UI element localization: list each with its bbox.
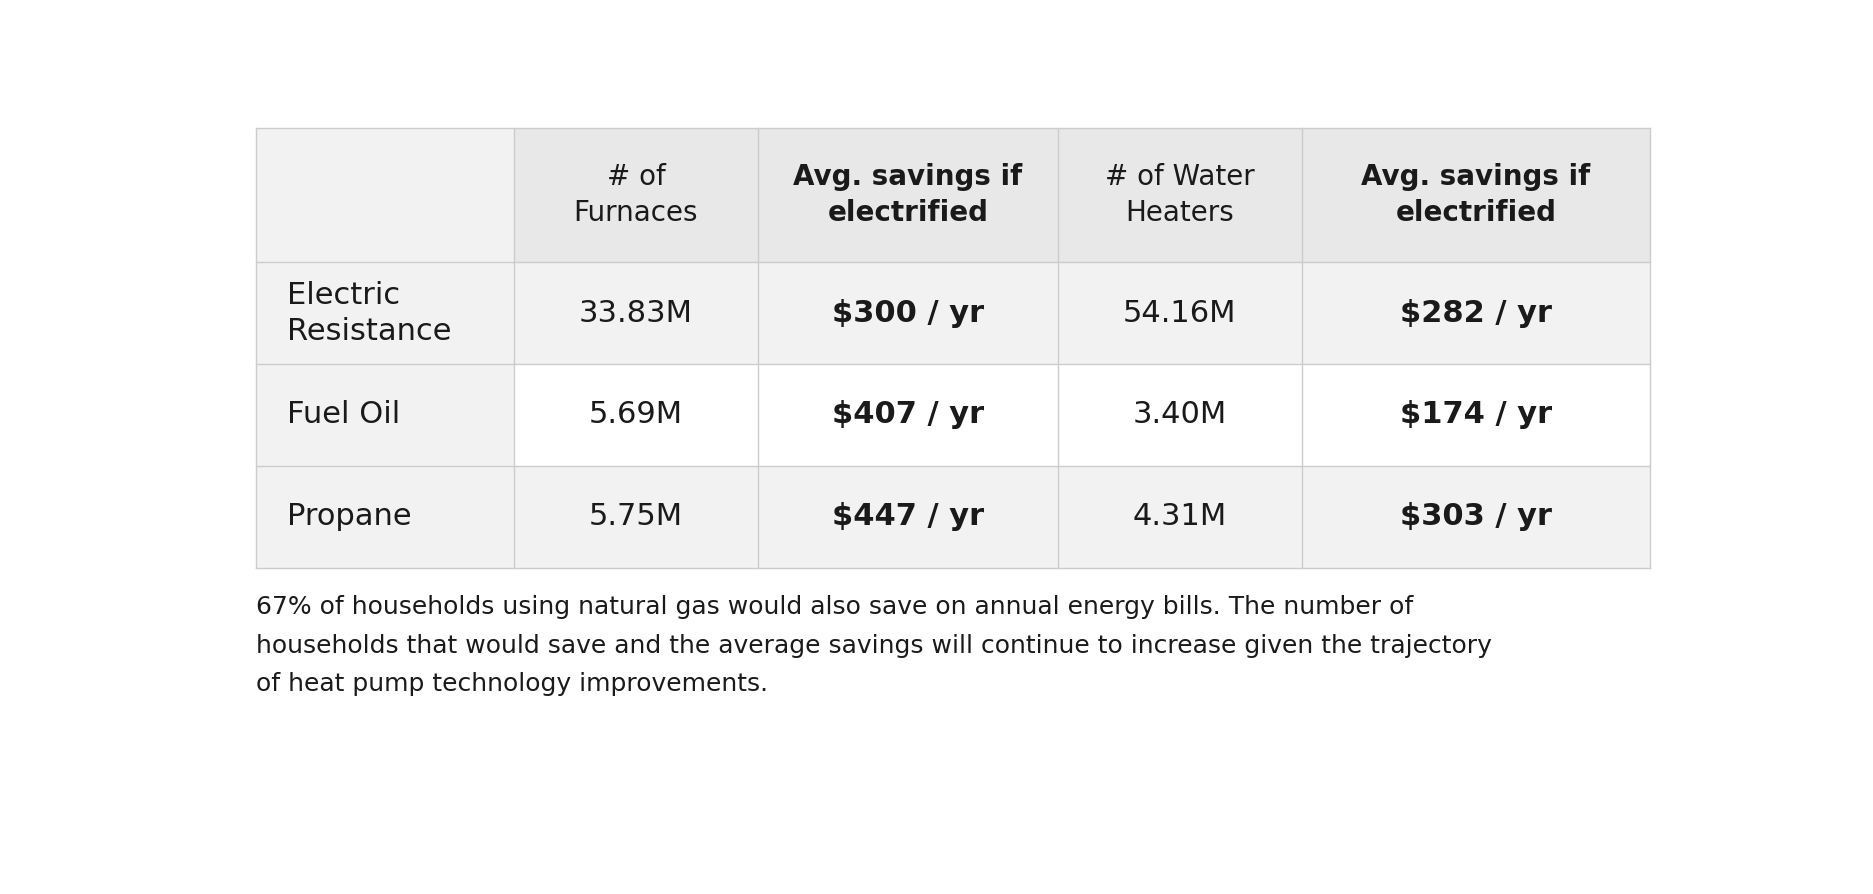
Bar xyxy=(757,128,1056,262)
Bar xyxy=(513,262,757,364)
Bar xyxy=(1056,364,1302,466)
Text: 67% of households using natural gas would also save on annual energy bills. The : 67% of households using natural gas woul… xyxy=(257,595,1491,696)
Text: $300 / yr: $300 / yr xyxy=(832,299,983,327)
Text: 3.40M: 3.40M xyxy=(1131,401,1227,429)
Bar xyxy=(257,128,513,262)
Text: $282 / yr: $282 / yr xyxy=(1399,299,1551,327)
Bar xyxy=(1302,364,1650,466)
Text: $447 / yr: $447 / yr xyxy=(832,502,983,531)
Bar xyxy=(513,364,757,466)
Bar xyxy=(1302,128,1650,262)
Bar xyxy=(513,128,757,262)
Text: # of Water
Heaters: # of Water Heaters xyxy=(1105,163,1253,227)
Bar xyxy=(257,262,513,364)
Bar xyxy=(757,364,1056,466)
Text: 5.69M: 5.69M xyxy=(588,401,682,429)
Text: $174 / yr: $174 / yr xyxy=(1399,401,1551,429)
Text: 54.16M: 54.16M xyxy=(1122,299,1236,327)
Text: $303 / yr: $303 / yr xyxy=(1399,502,1551,531)
Bar xyxy=(1302,262,1650,364)
Text: 5.75M: 5.75M xyxy=(588,502,682,531)
Bar xyxy=(1056,262,1302,364)
Bar xyxy=(257,364,513,466)
Text: 33.83M: 33.83M xyxy=(579,299,693,327)
Text: # of
Furnaces: # of Furnaces xyxy=(573,163,699,227)
Text: Fuel Oil: Fuel Oil xyxy=(287,401,401,429)
Text: Electric
Resistance: Electric Resistance xyxy=(287,281,451,346)
Bar xyxy=(1302,466,1650,568)
Bar xyxy=(757,262,1056,364)
Bar xyxy=(257,466,513,568)
Text: Propane: Propane xyxy=(287,502,412,531)
Text: Avg. savings if
electrified: Avg. savings if electrified xyxy=(792,163,1023,227)
Bar xyxy=(1056,466,1302,568)
Text: $407 / yr: $407 / yr xyxy=(832,401,983,429)
Text: 4.31M: 4.31M xyxy=(1131,502,1227,531)
Bar xyxy=(513,466,757,568)
Bar xyxy=(757,466,1056,568)
Bar xyxy=(1056,128,1302,262)
Text: Avg. savings if
electrified: Avg. savings if electrified xyxy=(1360,163,1590,227)
